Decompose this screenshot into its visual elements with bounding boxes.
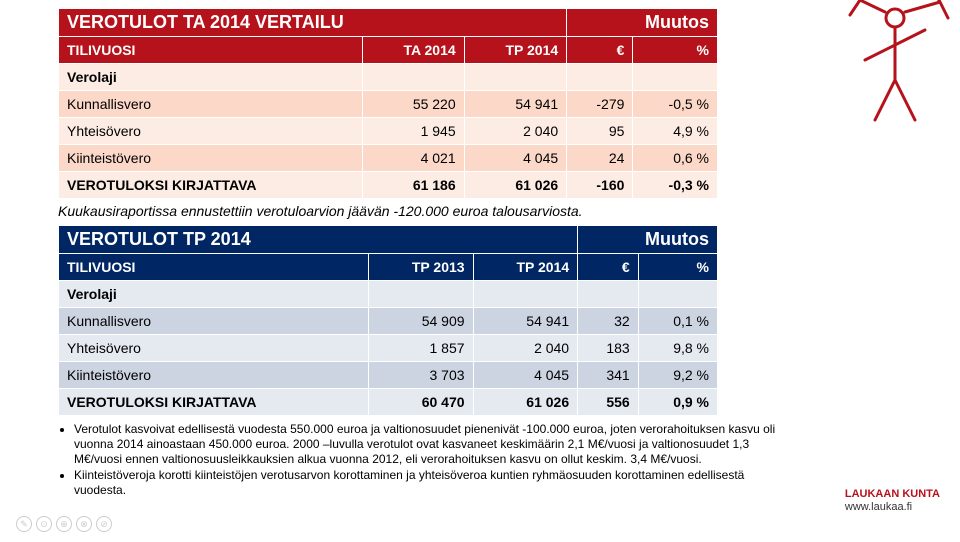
col-ta2014: TA 2014	[362, 37, 464, 64]
cell: 54 941	[464, 91, 567, 118]
row-label: Yhteisövero	[59, 335, 369, 362]
cell: 60 470	[368, 389, 473, 416]
row-label: Kiinteistövero	[59, 362, 369, 389]
cell: 24	[567, 145, 633, 172]
total-label: VEROTULOKSI KIRJATTAVA	[59, 172, 363, 199]
row-label: Kunnallisvero	[59, 308, 369, 335]
cell: 61 186	[362, 172, 464, 199]
table-verotulot-tp-2014: VEROTULOT TP 2014 Muutos TILIVUOSI TP 20…	[58, 225, 718, 416]
row-label: Kiinteistövero	[59, 145, 363, 172]
cell: 0,6 %	[633, 145, 718, 172]
cell: 0,1 %	[638, 308, 717, 335]
note-text: Kuukausiraportissa ennustettiin verotulo…	[58, 203, 940, 219]
row-label: Kunnallisvero	[59, 91, 363, 118]
table-verotulot-ta-2014: VEROTULOT TA 2014 VERTAILU Muutos TILIVU…	[58, 8, 718, 199]
cell: 4,9 %	[633, 118, 718, 145]
cell: 2 040	[464, 118, 567, 145]
cell: 61 026	[464, 172, 567, 199]
cell: 1 857	[368, 335, 473, 362]
col-tp2014: TP 2014	[464, 37, 567, 64]
cell: -0,5 %	[633, 91, 718, 118]
cell: 3 703	[368, 362, 473, 389]
cell: 61 026	[473, 389, 578, 416]
cell: 55 220	[362, 91, 464, 118]
cell: 341	[578, 362, 639, 389]
cell: -0,3 %	[633, 172, 718, 199]
table2-muutos: Muutos	[578, 226, 718, 254]
brand-name: LAUKAAN KUNTA	[845, 488, 940, 501]
footer-icons: ✎ ⊙ ⊕ ⊗ ⊘	[16, 516, 112, 532]
section-verolaji: Verolaji	[59, 64, 363, 91]
col-pct: %	[638, 254, 717, 281]
cell: -279	[567, 91, 633, 118]
cell: 4 045	[464, 145, 567, 172]
col-tilivuosi: TILIVUOSI	[59, 37, 363, 64]
cell: 54 941	[473, 308, 578, 335]
cell: 9,2 %	[638, 362, 717, 389]
footer-icon: ✎	[16, 516, 32, 532]
brand-url: www.laukaa.fi	[845, 501, 940, 514]
section-verolaji: Verolaji	[59, 281, 369, 308]
footer-icon: ⊘	[96, 516, 112, 532]
cell: 2 040	[473, 335, 578, 362]
footer-icon: ⊗	[76, 516, 92, 532]
col-euro: €	[578, 254, 639, 281]
cell: 556	[578, 389, 639, 416]
decorative-figure	[790, 0, 960, 170]
bullet-item: Kiinteistöveroja korotti kiinteistöjen v…	[74, 468, 794, 498]
cell: 54 909	[368, 308, 473, 335]
cell: 0,9 %	[638, 389, 717, 416]
cell: 1 945	[362, 118, 464, 145]
col-tp2013: TP 2013	[368, 254, 473, 281]
total-label: VEROTULOKSI KIRJATTAVA	[59, 389, 369, 416]
cell: 4 021	[362, 145, 464, 172]
cell: 9,8 %	[638, 335, 717, 362]
footer-icon: ⊙	[36, 516, 52, 532]
col-tp2014: TP 2014	[473, 254, 578, 281]
cell: 4 045	[473, 362, 578, 389]
cell: 183	[578, 335, 639, 362]
footer-icon: ⊕	[56, 516, 72, 532]
table1-muutos: Muutos	[567, 9, 718, 37]
row-label: Yhteisövero	[59, 118, 363, 145]
bullet-list: Verotulot kasvoivat edellisestä vuodesta…	[58, 422, 794, 498]
cell: -160	[567, 172, 633, 199]
col-tilivuosi: TILIVUOSI	[59, 254, 369, 281]
table2-title: VEROTULOT TP 2014	[59, 226, 578, 254]
table1-title: VEROTULOT TA 2014 VERTAILU	[59, 9, 567, 37]
col-pct: %	[633, 37, 718, 64]
col-euro: €	[567, 37, 633, 64]
bullet-item: Verotulot kasvoivat edellisestä vuodesta…	[74, 422, 794, 467]
cell: 32	[578, 308, 639, 335]
cell: 95	[567, 118, 633, 145]
footer-brand: LAUKAAN KUNTA www.laukaa.fi	[845, 488, 940, 514]
